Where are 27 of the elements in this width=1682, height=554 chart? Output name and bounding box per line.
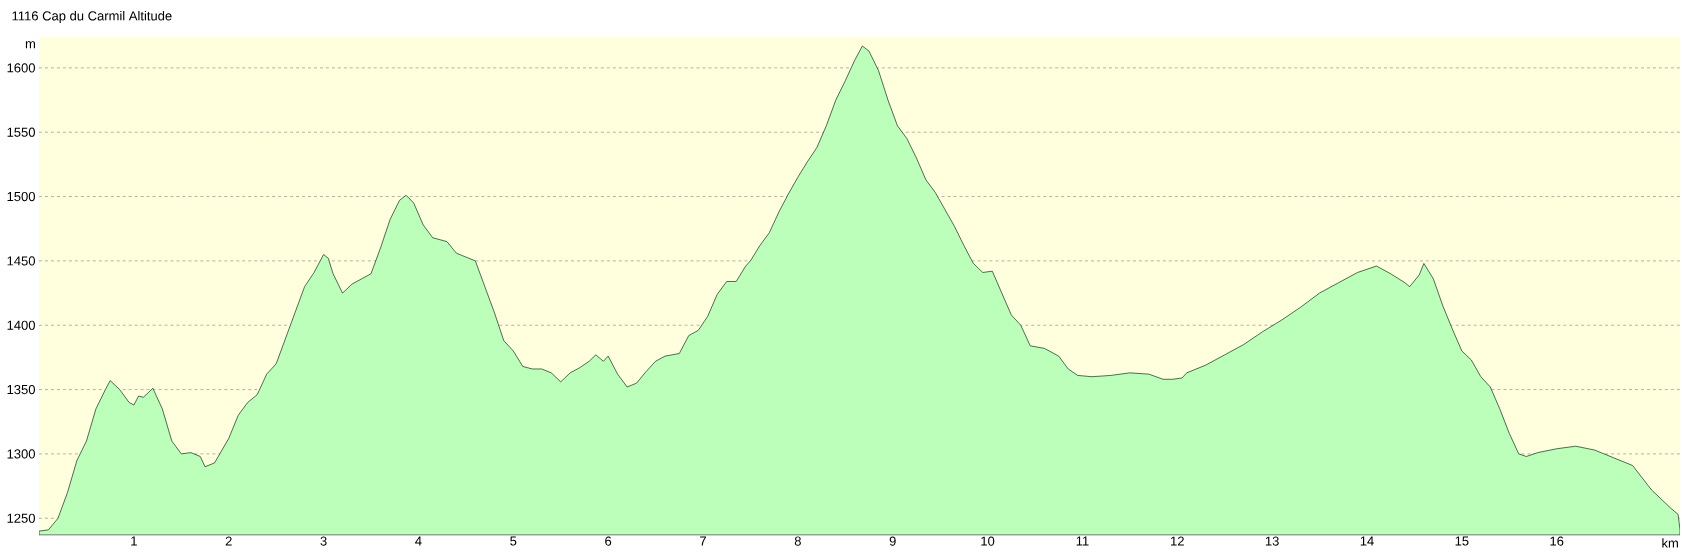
x-tick-label: 1 xyxy=(131,536,137,546)
x-tick-label: 3 xyxy=(320,536,327,546)
x-tick-label: 2 xyxy=(225,536,232,546)
y-tick-label: 1400 xyxy=(7,320,35,330)
x-tick-label: 10 xyxy=(981,536,995,546)
x-tick-label: 16 xyxy=(1550,536,1564,546)
y-tick-label: 1350 xyxy=(7,384,35,395)
x-tick-label: 8 xyxy=(794,536,801,546)
x-tick-label: 11 xyxy=(1076,536,1089,546)
y-tick-label: 1250 xyxy=(7,513,35,523)
x-tick-label: 14 xyxy=(1360,536,1374,546)
y-tick-label: 1450 xyxy=(7,256,35,266)
y-tick-label: 1300 xyxy=(7,449,35,459)
x-tick-label: 6 xyxy=(605,536,612,546)
x-tick-label: 15 xyxy=(1455,536,1469,546)
x-tick-label: 5 xyxy=(510,536,517,546)
y-tick-label: 1550 xyxy=(7,127,35,137)
y-tick-label: 1500 xyxy=(7,191,35,202)
x-tick-label: 9 xyxy=(889,536,896,546)
x-tick-label: 12 xyxy=(1171,536,1184,546)
chart-title: 1116 Cap du Carmil Altitude xyxy=(12,10,172,24)
x-tick-label: 4 xyxy=(415,536,422,546)
x-axis-title: km xyxy=(1662,538,1678,548)
y-tick-label: 1600 xyxy=(7,63,35,73)
x-tick-label: 7 xyxy=(700,536,706,546)
x-tick-label: 13 xyxy=(1265,536,1279,546)
y-axis-title: m xyxy=(25,41,35,49)
